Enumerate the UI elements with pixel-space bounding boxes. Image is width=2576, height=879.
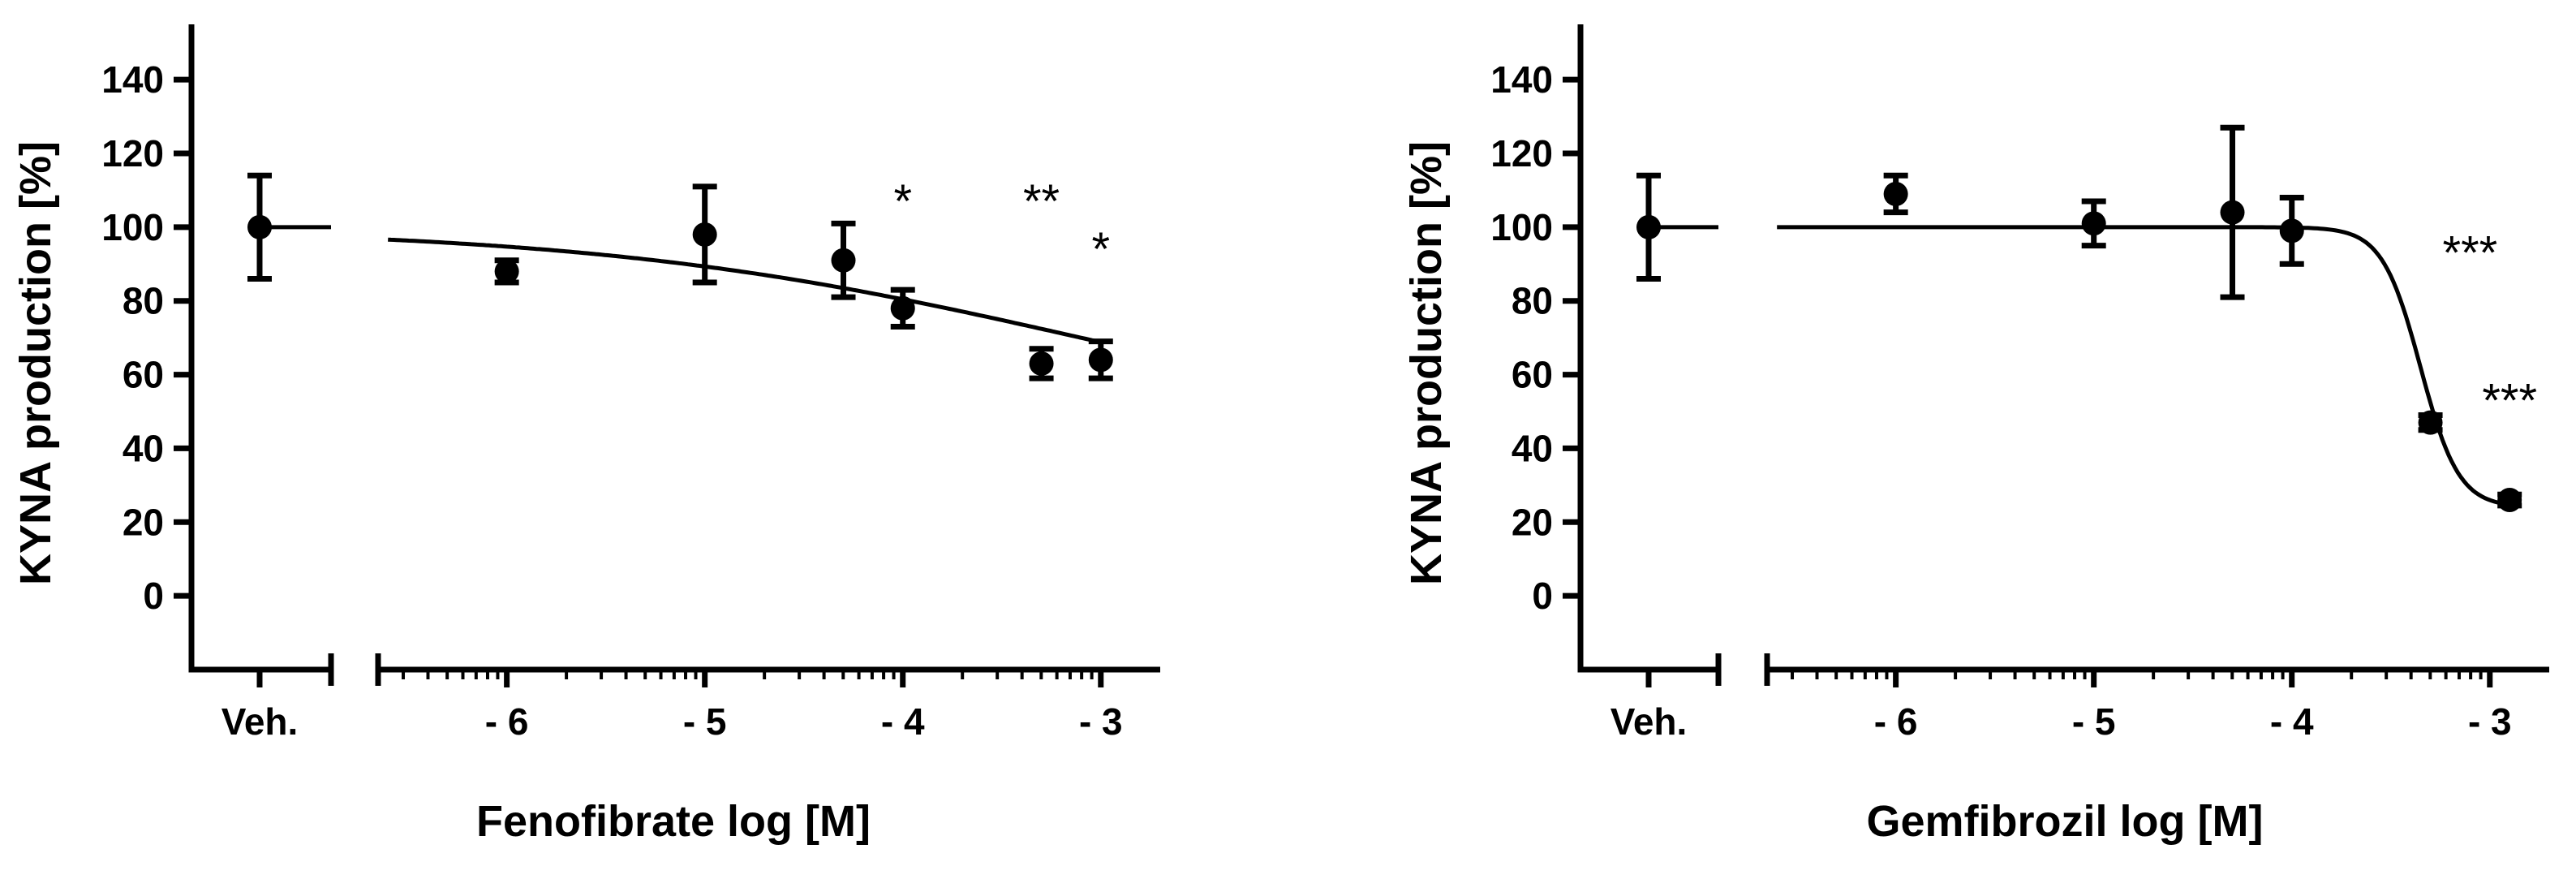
x-tick-label: - 3 (2468, 700, 2512, 743)
marker (2418, 410, 2443, 435)
data-point (1883, 172, 1908, 216)
y-tick-label: 80 (1512, 280, 1553, 322)
y-tick-label: 20 (123, 501, 164, 543)
data-point (2220, 124, 2245, 300)
data-point (1029, 346, 1054, 381)
y-axis-title: KYNA production [%] (1402, 141, 1451, 585)
y-tick-label: 60 (1512, 354, 1553, 396)
marker (692, 222, 717, 247)
significance-label: * (1091, 223, 1110, 276)
significance-label: *** (2482, 374, 2537, 427)
y-axis-title: KYNA production [%] (11, 141, 60, 585)
data-point (494, 257, 519, 286)
data-point (2279, 195, 2304, 267)
significance-label: *** (2443, 227, 2498, 280)
significance-label: ** (1023, 175, 1060, 228)
y-tick-label: 120 (1490, 132, 1553, 175)
x-tick-label: - 5 (2072, 700, 2116, 743)
y-tick-label: 20 (1512, 501, 1553, 543)
y-tick-label: 120 (101, 132, 164, 175)
y-tick-label: 0 (1532, 575, 1553, 617)
data-point (2418, 410, 2443, 435)
marker (2497, 488, 2522, 513)
y-tick-label: 80 (123, 280, 164, 322)
x-tick-label: - 3 (1079, 700, 1123, 743)
significance-label: * (893, 175, 912, 228)
y-tick-label: 40 (1512, 427, 1553, 469)
marker (1636, 214, 1661, 239)
marker (2279, 218, 2304, 243)
marker (831, 248, 856, 273)
marker (890, 295, 915, 321)
y-tick-label: 140 (101, 58, 164, 101)
x-tick-label-vehicle: Veh. (221, 700, 299, 743)
x-axis-title: Gemfibrozil log [M] (1867, 797, 2264, 846)
data-point (831, 220, 856, 300)
y-tick-label: 140 (1490, 58, 1553, 101)
data-point (890, 287, 915, 330)
data-point (1088, 338, 1113, 381)
x-tick-label: - 5 (683, 700, 727, 743)
fit-curve (388, 237, 1102, 345)
x-tick-label-vehicle: Veh. (1611, 700, 1688, 743)
gemfibrozil-panel: 0 20 40 60 80 100 120 140 KYNA production [%] Veh… (1402, 24, 2549, 846)
marker (1088, 347, 1113, 373)
x-tick-label: - 4 (881, 700, 925, 743)
marker (494, 259, 519, 284)
vehicle-point (247, 172, 272, 282)
y-tick-label: 60 (123, 354, 164, 396)
x-axis-title: Fenofibrate log [M] (476, 797, 871, 846)
marker (2081, 211, 2106, 236)
data-point (692, 183, 717, 286)
data-point (2081, 198, 2106, 249)
marker (2220, 200, 2245, 225)
fenofibrate-panel: 0 20 40 60 80 100 120 140 KYNA production [%] Veh… (11, 24, 1160, 846)
vehicle-point (1636, 172, 1661, 282)
y-tick-label: 100 (101, 206, 164, 248)
x-tick-label: - 6 (1874, 700, 1918, 743)
y-tick-label: 0 (143, 575, 164, 617)
x-tick-label: - 4 (2270, 700, 2314, 743)
marker (247, 214, 272, 239)
fit-curve (1777, 225, 2510, 507)
marker (1883, 181, 1908, 206)
data-point (2497, 488, 2522, 513)
y-tick-label: 100 (1490, 206, 1553, 248)
x-tick-label: - 6 (485, 700, 529, 743)
marker (1029, 351, 1054, 376)
y-tick-label: 40 (123, 427, 164, 469)
